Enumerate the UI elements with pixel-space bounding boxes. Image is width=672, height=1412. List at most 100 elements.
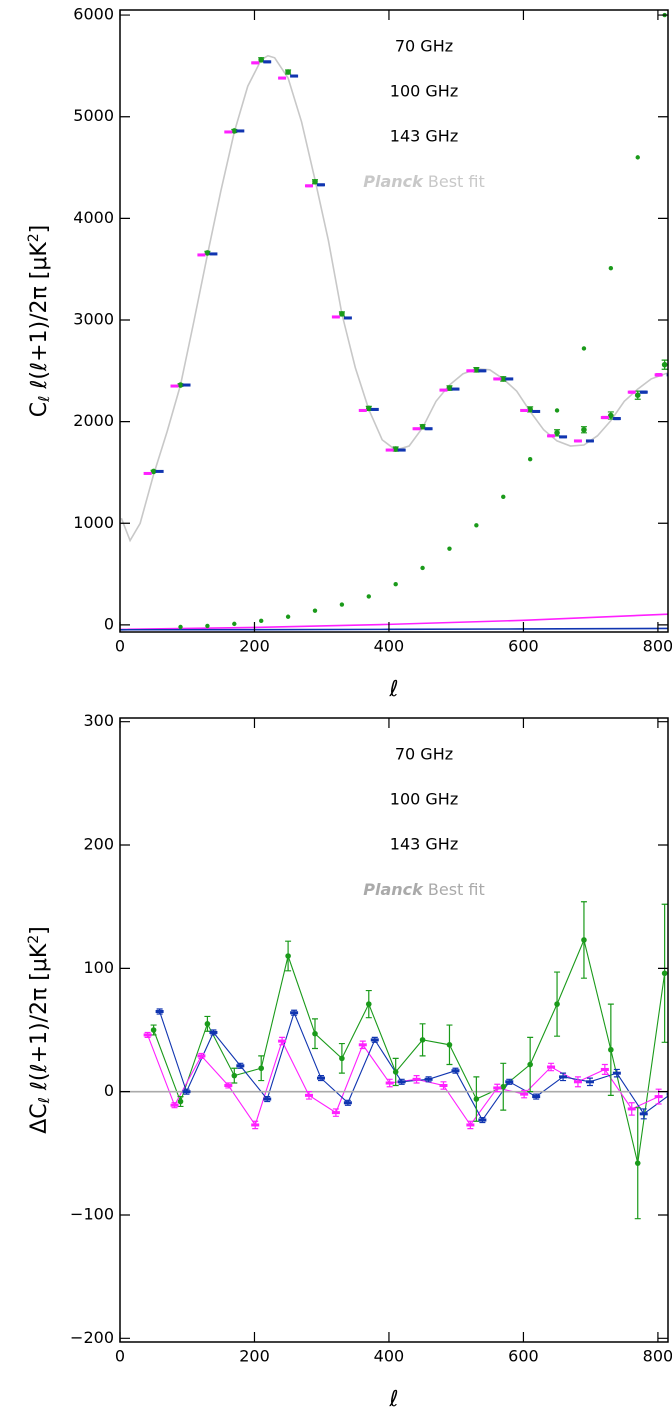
- point: [358, 408, 367, 412]
- x-axis-label: ℓ: [388, 1387, 398, 1412]
- point: [316, 183, 325, 187]
- point: [532, 409, 541, 413]
- point: [365, 1001, 372, 1007]
- x-axis-label: ℓ: [388, 677, 398, 702]
- point: [251, 61, 260, 65]
- point: [573, 439, 582, 443]
- point: [205, 623, 210, 629]
- y-tick-label: −200: [70, 1328, 114, 1347]
- point: [182, 1090, 191, 1094]
- y-tick-label: 2000: [73, 411, 114, 430]
- series-line: [153, 938, 666, 1164]
- point: [224, 130, 233, 134]
- y-label-part: 2: [26, 233, 42, 242]
- point: [600, 1067, 609, 1071]
- point: [478, 369, 487, 373]
- legend-word: Best fit: [423, 880, 485, 899]
- point: [331, 1111, 340, 1115]
- y-tick-label: 1000: [73, 513, 114, 532]
- point: [331, 315, 340, 319]
- point: [304, 1093, 313, 1097]
- point: [343, 1101, 352, 1105]
- point: [559, 435, 568, 439]
- plot-area: [120, 901, 668, 1220]
- point: [473, 366, 480, 373]
- point: [493, 377, 502, 381]
- point: [155, 1010, 164, 1014]
- point: [366, 594, 371, 599]
- point: [316, 1076, 325, 1080]
- point: [150, 468, 157, 475]
- point: [420, 565, 425, 571]
- legend-word: Planck: [363, 880, 424, 899]
- point: [204, 1021, 211, 1027]
- point: [424, 427, 433, 431]
- point: [573, 1080, 582, 1084]
- point: [290, 1011, 299, 1015]
- plot-area: [120, 12, 668, 631]
- point: [236, 129, 245, 133]
- y-label-part: C: [27, 402, 52, 417]
- point: [466, 369, 475, 373]
- legend-entry: Planck Best fit: [363, 172, 484, 191]
- point: [661, 361, 668, 368]
- point: [209, 252, 218, 256]
- point: [392, 446, 399, 452]
- point: [370, 1038, 379, 1042]
- point: [634, 1160, 641, 1166]
- legend-word: Planck: [363, 172, 424, 191]
- point: [627, 1107, 636, 1111]
- point: [608, 1046, 614, 1053]
- legend-entry: 70 GHz: [395, 745, 453, 764]
- legend-entry: 70 GHz: [395, 37, 453, 56]
- point: [581, 937, 587, 943]
- point: [520, 408, 529, 412]
- point: [500, 1083, 507, 1090]
- point: [527, 1061, 533, 1068]
- point: [424, 1077, 433, 1081]
- point: [451, 387, 460, 391]
- y-axis-label: Cℓ ℓ(ℓ+1)/2π [μK2]: [26, 225, 53, 418]
- point: [654, 1095, 663, 1099]
- point: [554, 1001, 560, 1007]
- point: [505, 1080, 514, 1084]
- point: [236, 1064, 245, 1068]
- point: [385, 448, 394, 452]
- y-tick-label: 5000: [73, 106, 114, 125]
- point: [343, 316, 352, 320]
- point: [312, 608, 318, 613]
- point: [385, 1081, 394, 1085]
- point: [263, 60, 272, 64]
- point: [285, 69, 291, 75]
- y-tick-label: 200: [83, 835, 114, 854]
- plot-frame: [119, 9, 669, 633]
- point: [150, 1027, 157, 1033]
- point: [585, 1080, 594, 1084]
- y-label-part: ℓ(ℓ+1)/2π [μK: [27, 242, 52, 396]
- point: [419, 1037, 426, 1043]
- y-tick-label: 0: [104, 614, 114, 633]
- point: [170, 384, 179, 388]
- y-label-part: ℓ(ℓ+1)/2π [μK: [27, 943, 52, 1097]
- y-label-part: ]: [27, 926, 52, 935]
- point: [634, 392, 641, 398]
- x-tick-label: 400: [374, 637, 405, 656]
- point: [285, 614, 291, 619]
- point: [370, 407, 379, 411]
- y-label-part: ]: [27, 225, 52, 234]
- y-tick-label: 3000: [73, 309, 114, 328]
- point: [365, 405, 372, 412]
- point: [419, 423, 426, 430]
- plot-frame: [119, 717, 669, 1343]
- legend-entry: 100 GHz: [390, 82, 458, 101]
- point: [639, 390, 648, 394]
- x-tick-label: 0: [115, 1347, 125, 1366]
- x-tick-label: 200: [239, 637, 270, 656]
- series-line: [159, 1011, 668, 1122]
- point: [258, 1065, 265, 1072]
- point: [170, 1103, 179, 1107]
- point: [197, 1054, 206, 1058]
- point: [520, 1092, 529, 1096]
- point: [612, 1071, 621, 1075]
- point: [608, 412, 614, 419]
